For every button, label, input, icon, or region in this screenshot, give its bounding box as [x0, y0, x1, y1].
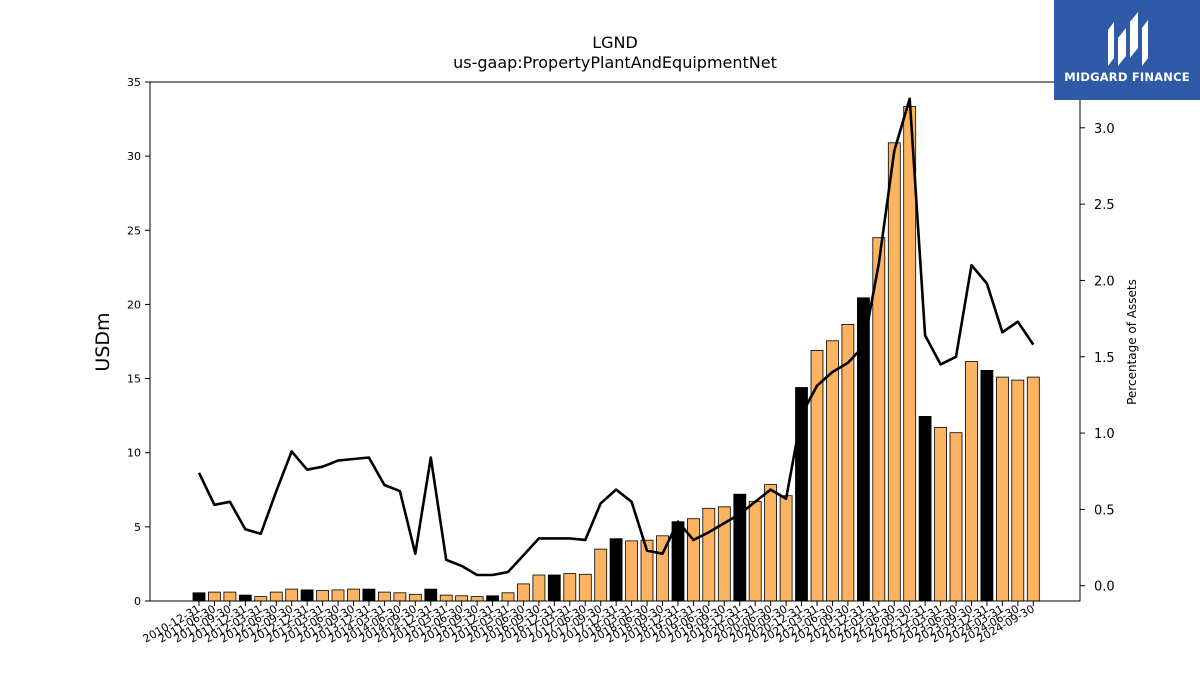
bar [238, 594, 252, 602]
bar [578, 573, 592, 602]
bar [347, 588, 360, 602]
y2-tick-label: 3.0 [1094, 122, 1115, 137]
bar [625, 540, 638, 602]
plot-frame [149, 81, 1081, 602]
bar [671, 521, 685, 602]
bar [455, 595, 469, 602]
bar [826, 340, 839, 602]
y-tick-label: 25 [127, 224, 141, 237]
brand-logo: MIDGARD FINANCE [1054, 0, 1200, 100]
bar [486, 595, 500, 602]
bar [609, 538, 623, 602]
bar [316, 590, 330, 602]
y-tick-label: 20 [127, 298, 141, 311]
bar [687, 518, 700, 602]
y-tick-label: 10 [127, 447, 141, 460]
bar [424, 588, 438, 602]
bar [285, 588, 299, 602]
bar [764, 484, 777, 602]
bar [965, 361, 978, 602]
y-tick-label: 35 [127, 76, 141, 89]
bar [748, 501, 762, 602]
bar [517, 583, 530, 602]
bar [1011, 379, 1025, 602]
y2-tick-label: 2.0 [1094, 274, 1115, 289]
y-tick-label: 0 [134, 595, 141, 608]
y-axis-label: USDm [92, 312, 114, 371]
midgard-logo-icon [1108, 12, 1148, 66]
bar [934, 427, 947, 602]
bar [207, 591, 221, 602]
bar [563, 573, 577, 602]
y2-tick-label: 0.5 [1094, 503, 1115, 518]
bar [331, 589, 345, 602]
bar [887, 142, 901, 602]
y-tick-label: 5 [134, 521, 141, 534]
bar [393, 592, 407, 602]
bar [547, 574, 561, 602]
bar [470, 596, 484, 602]
bar [192, 592, 206, 602]
bar [949, 432, 963, 602]
bar [594, 548, 608, 602]
bar [439, 594, 453, 602]
percentage-line [197, 97, 1035, 577]
bar [532, 574, 546, 602]
bar [996, 376, 1009, 602]
y2-tick-label: 1.5 [1094, 351, 1115, 366]
y2-axis-label: Percentage of Assets [1125, 279, 1139, 405]
bar [254, 596, 268, 602]
bar [300, 589, 314, 602]
bar [702, 507, 716, 602]
y2-tick-label: 2.5 [1094, 198, 1115, 213]
bar [779, 495, 793, 602]
bar [377, 591, 391, 602]
bar [918, 415, 932, 602]
bar [501, 592, 515, 602]
chart-subtitle: us-gaap:PropertyPlantAndEquipmentNet [453, 53, 777, 72]
y2-tick-label: 0.0 [1094, 580, 1115, 595]
y2-tick-label: 1.0 [1094, 427, 1115, 442]
chart-title: LGND [592, 33, 638, 52]
bar [980, 369, 994, 602]
brand-name: MIDGARD FINANCE [1064, 70, 1190, 84]
bar [1026, 376, 1040, 602]
y-tick-label: 15 [127, 373, 141, 386]
bar [362, 588, 376, 602]
x-axis: 2010-12-312011-06-302011-09-302011-12-31… [141, 601, 1037, 646]
line-series [197, 97, 1035, 577]
y2-axis: 0.0 0.5 1.0 1.5 2.0 2.5 3.0 [1080, 122, 1115, 595]
y-axis: 0 5 10 15 20 25 30 35 [127, 76, 150, 608]
bar [223, 591, 237, 602]
bar-series [192, 106, 1040, 602]
bar [408, 593, 422, 602]
bar [269, 591, 283, 602]
y-tick-label: 30 [127, 150, 141, 163]
